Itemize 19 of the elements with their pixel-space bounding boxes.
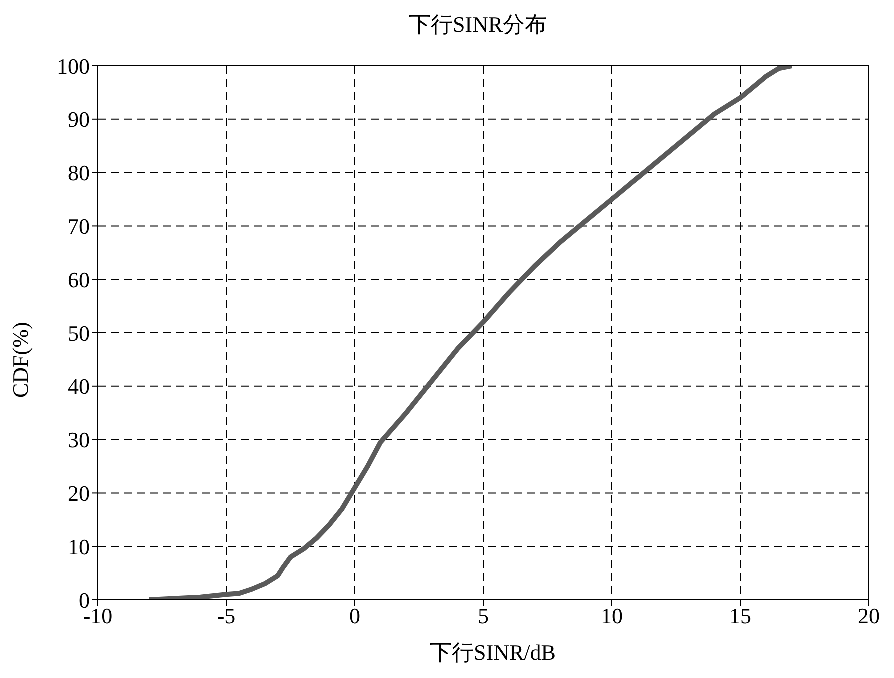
- y-tick-label: 40: [68, 374, 90, 400]
- y-tick-label: 30: [68, 428, 90, 453]
- x-tick-label: -5: [217, 604, 236, 629]
- y-tick-label: 20: [68, 481, 90, 506]
- x-tick-label: 15: [730, 604, 752, 629]
- y-tick-label: 100: [57, 54, 90, 79]
- y-tick-label: 70: [68, 214, 90, 240]
- y-tick-label: 50: [68, 320, 90, 346]
- y-axis-title: CDF(%): [8, 322, 33, 398]
- y-tick-label: 90: [68, 107, 90, 132]
- y-tick-label: 80: [68, 160, 90, 186]
- x-tick-label: 0: [350, 604, 360, 629]
- y-tick-label: 10: [68, 534, 90, 560]
- x-tick-label: 10: [601, 604, 623, 629]
- x-axis-title: 下行SINR/dB: [429, 639, 557, 667]
- chart-title: 下行SINR分布: [408, 11, 548, 39]
- y-tick-label: 60: [68, 267, 90, 292]
- x-tick-label: 5: [478, 604, 489, 629]
- x-tick-label: 20: [858, 604, 880, 629]
